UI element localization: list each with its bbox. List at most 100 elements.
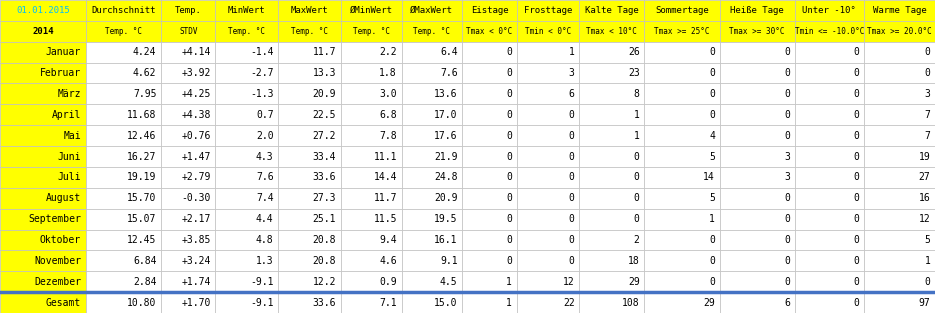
Bar — [215, 146, 279, 167]
Bar — [644, 125, 720, 146]
Bar — [462, 125, 517, 146]
Bar — [644, 167, 720, 188]
Text: 7.8: 7.8 — [380, 131, 397, 141]
Bar — [402, 250, 462, 271]
Bar — [341, 146, 402, 167]
Bar — [517, 250, 580, 271]
Bar — [864, 104, 935, 125]
Text: 15.70: 15.70 — [127, 193, 156, 203]
Bar — [402, 21, 462, 42]
Text: Temp. °C: Temp. °C — [352, 27, 390, 36]
Bar — [402, 167, 462, 188]
Text: 10.80: 10.80 — [127, 298, 156, 308]
Text: Unter -10°: Unter -10° — [802, 6, 856, 15]
Text: ØMaxWert: ØMaxWert — [410, 6, 453, 15]
Text: 15.07: 15.07 — [127, 214, 156, 224]
Text: 0: 0 — [925, 277, 930, 287]
Bar — [279, 21, 341, 42]
Bar — [462, 167, 517, 188]
Text: 1: 1 — [634, 131, 640, 141]
Text: 0: 0 — [634, 214, 640, 224]
Text: 0: 0 — [568, 110, 575, 120]
Text: 33.6: 33.6 — [313, 298, 337, 308]
Bar — [720, 84, 795, 104]
Bar — [720, 188, 795, 209]
Bar — [0, 146, 86, 167]
Text: 3: 3 — [925, 89, 930, 99]
Bar — [720, 292, 795, 313]
Bar — [517, 125, 580, 146]
Bar — [864, 292, 935, 313]
Bar — [0, 188, 86, 209]
Text: 0: 0 — [784, 214, 790, 224]
Text: 0: 0 — [854, 193, 859, 203]
Bar — [795, 42, 864, 63]
Text: 1: 1 — [925, 256, 930, 266]
Bar — [341, 42, 402, 63]
Bar — [279, 125, 341, 146]
Text: Kalte Tage: Kalte Tage — [585, 6, 639, 15]
Bar — [341, 209, 402, 229]
Bar — [215, 167, 279, 188]
Text: April: April — [51, 110, 81, 120]
Text: 22.5: 22.5 — [313, 110, 337, 120]
Text: 19: 19 — [918, 151, 930, 162]
Text: 1: 1 — [506, 277, 512, 287]
Text: +4.25: +4.25 — [181, 89, 210, 99]
Bar — [161, 84, 215, 104]
Text: Juli: Juli — [58, 172, 81, 182]
Text: MinWert: MinWert — [228, 6, 266, 15]
Text: 2014: 2014 — [32, 27, 53, 36]
Text: 0: 0 — [634, 151, 640, 162]
Text: 5: 5 — [925, 235, 930, 245]
Bar — [341, 104, 402, 125]
Bar — [795, 292, 864, 313]
Text: 0: 0 — [709, 110, 715, 120]
Text: 0: 0 — [784, 256, 790, 266]
Text: 01.01.2015: 01.01.2015 — [16, 6, 70, 15]
Bar — [341, 167, 402, 188]
Text: 7.6: 7.6 — [440, 68, 457, 78]
Text: 0: 0 — [506, 193, 512, 203]
Bar — [517, 84, 580, 104]
Text: 20.8: 20.8 — [313, 235, 337, 245]
Bar — [279, 271, 341, 292]
Text: 22: 22 — [563, 298, 575, 308]
Text: 0: 0 — [854, 131, 859, 141]
Bar — [402, 229, 462, 250]
Bar — [279, 292, 341, 313]
Bar — [279, 0, 341, 21]
Text: 1.8: 1.8 — [380, 68, 397, 78]
Text: 4: 4 — [709, 131, 715, 141]
Bar — [161, 104, 215, 125]
Bar — [402, 292, 462, 313]
Bar — [795, 125, 864, 146]
Text: November: November — [34, 256, 81, 266]
Text: März: März — [58, 89, 81, 99]
Bar — [580, 250, 644, 271]
Bar — [644, 63, 720, 84]
Text: Tmax >= 25°C: Tmax >= 25°C — [654, 27, 710, 36]
Bar — [215, 229, 279, 250]
Bar — [720, 250, 795, 271]
Text: 0: 0 — [854, 151, 859, 162]
Bar — [864, 146, 935, 167]
Text: 8: 8 — [634, 89, 640, 99]
Text: 0: 0 — [568, 214, 575, 224]
Bar — [402, 84, 462, 104]
Text: 0: 0 — [506, 151, 512, 162]
Bar — [580, 21, 644, 42]
Bar — [161, 146, 215, 167]
Text: +4.38: +4.38 — [181, 110, 210, 120]
Bar — [215, 21, 279, 42]
Bar — [86, 104, 161, 125]
Text: 15.0: 15.0 — [434, 298, 457, 308]
Text: 0: 0 — [568, 256, 575, 266]
Text: 0: 0 — [925, 47, 930, 57]
Text: 7.4: 7.4 — [256, 193, 274, 203]
Text: 0: 0 — [709, 47, 715, 57]
Text: 0: 0 — [854, 89, 859, 99]
Bar — [795, 250, 864, 271]
Bar — [161, 167, 215, 188]
Bar — [864, 21, 935, 42]
